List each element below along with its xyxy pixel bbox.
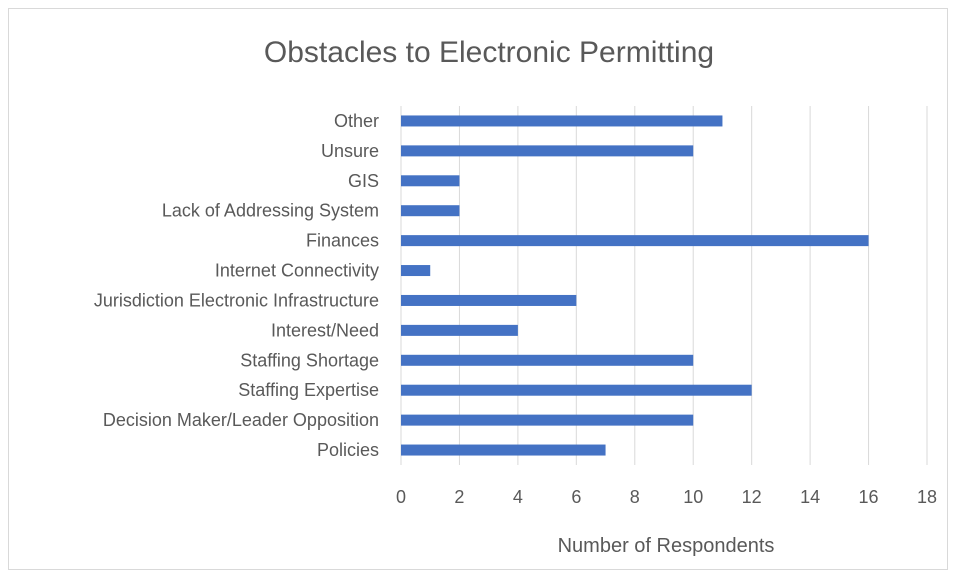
x-axis-title: Number of Respondents bbox=[558, 535, 775, 557]
category-label: Internet Connectivity bbox=[215, 261, 379, 281]
category-label: Staffing Expertise bbox=[238, 380, 379, 400]
x-tick-label: 2 bbox=[454, 487, 464, 507]
category-label: GIS bbox=[348, 171, 379, 191]
x-tick-labels: 0 2 4 6 8 10 12 14 16 18 bbox=[396, 487, 937, 507]
category-label: Interest/Need bbox=[271, 320, 379, 340]
x-tick-label: 6 bbox=[571, 487, 581, 507]
x-tick-label: 16 bbox=[859, 487, 879, 507]
bar bbox=[401, 354, 694, 366]
x-tick-label: 8 bbox=[630, 487, 640, 507]
category-labels: Other Unsure GIS Lack of Addressing System F… bbox=[94, 111, 379, 460]
category-label: Lack of Addressing System bbox=[162, 201, 379, 221]
x-tick-label: 0 bbox=[396, 487, 406, 507]
bar bbox=[401, 265, 431, 277]
category-label: Unsure bbox=[321, 141, 379, 161]
chart-title: Obstacles to Electronic Permitting bbox=[264, 36, 714, 69]
bar bbox=[401, 115, 723, 127]
x-tick-label: 12 bbox=[742, 487, 762, 507]
bar bbox=[401, 444, 606, 456]
chart-frame bbox=[8, 8, 948, 570]
bar bbox=[401, 235, 869, 247]
bar bbox=[401, 384, 752, 396]
category-label: Jurisdiction Electronic Infrastructure bbox=[94, 290, 379, 310]
x-tick-label: 18 bbox=[917, 487, 937, 507]
x-tick-label: 10 bbox=[683, 487, 703, 507]
category-label: Finances bbox=[306, 231, 379, 251]
category-label: Policies bbox=[317, 440, 379, 460]
category-label: Other bbox=[334, 111, 379, 131]
x-tick-label: 4 bbox=[513, 487, 523, 507]
bar bbox=[401, 175, 460, 187]
category-label: Staffing Shortage bbox=[240, 350, 379, 370]
grid-lines bbox=[400, 106, 928, 465]
bar bbox=[401, 324, 518, 336]
category-label: Decision Maker/Leader Opposition bbox=[103, 410, 379, 430]
bar bbox=[401, 205, 460, 217]
bars bbox=[401, 115, 869, 456]
bar bbox=[401, 414, 694, 426]
x-tick-label: 14 bbox=[800, 487, 820, 507]
bar bbox=[401, 145, 694, 157]
bar bbox=[401, 294, 577, 306]
